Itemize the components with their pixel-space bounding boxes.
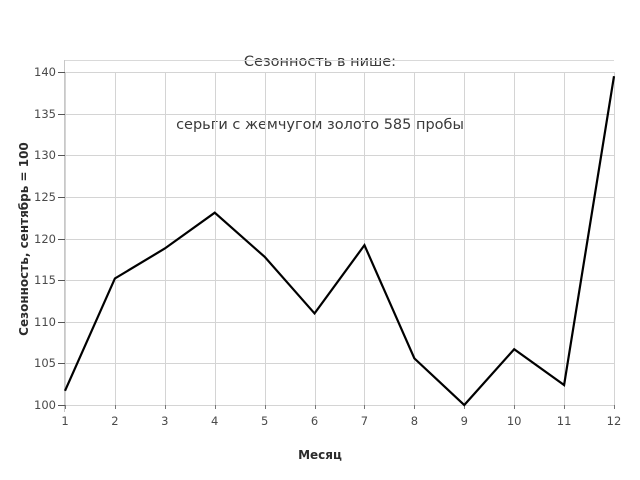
x-tick-mark bbox=[414, 405, 416, 409]
x-tick-label: 12 bbox=[606, 414, 622, 428]
plot-area bbox=[65, 72, 615, 406]
x-gridline bbox=[514, 72, 516, 405]
x-tick-label: 8 bbox=[410, 414, 419, 428]
y-tick-mark bbox=[58, 405, 65, 406]
y-axis-label: Сезонность, сентябрь = 100 bbox=[17, 142, 31, 336]
y-gridline bbox=[65, 238, 614, 240]
x-tick-label: 6 bbox=[310, 414, 319, 428]
y-tick-label: 100 bbox=[34, 398, 56, 412]
x-gridline bbox=[164, 72, 166, 405]
y-gridline bbox=[65, 405, 614, 406]
x-gridline bbox=[65, 72, 66, 405]
x-gridline bbox=[214, 72, 216, 405]
seasonality-line bbox=[63, 75, 616, 407]
y-tick-label: 120 bbox=[34, 231, 56, 246]
x-tick-label: 7 bbox=[360, 414, 369, 428]
y-tick-label: 130 bbox=[34, 148, 56, 163]
x-tick-label: 2 bbox=[111, 414, 119, 428]
x-tick-mark bbox=[514, 405, 516, 409]
x-tick-label: 5 bbox=[260, 414, 269, 428]
x-tick-mark bbox=[65, 405, 66, 409]
x-gridline bbox=[464, 72, 466, 405]
y-tick-label: 105 bbox=[34, 356, 56, 371]
chart-title-line-1: Сезонность в нише: bbox=[243, 54, 397, 70]
y-gridline bbox=[65, 113, 614, 115]
y-gridline bbox=[65, 155, 614, 157]
x-tick-mark bbox=[564, 405, 566, 409]
y-gridline bbox=[65, 72, 614, 73]
x-tick-mark bbox=[264, 405, 266, 409]
x-tick-label: 9 bbox=[460, 414, 468, 428]
y-tick-mark bbox=[58, 238, 65, 240]
x-tick-mark bbox=[364, 405, 366, 409]
y-tick-label: 125 bbox=[34, 189, 56, 204]
x-tick-label: 10 bbox=[506, 414, 522, 428]
x-axis-label: Месяц bbox=[298, 448, 342, 462]
y-tick-mark bbox=[58, 196, 65, 198]
y-gridline bbox=[65, 321, 614, 323]
y-tick-label: 110 bbox=[34, 314, 56, 329]
x-tick-label: 4 bbox=[211, 414, 219, 428]
y-tick-mark bbox=[58, 72, 65, 73]
x-tick-mark bbox=[614, 405, 615, 409]
x-tick-mark bbox=[464, 405, 466, 409]
x-tick-label: 1 bbox=[61, 414, 69, 428]
y-tick-label: 135 bbox=[34, 106, 56, 121]
y-tick-label: 115 bbox=[34, 273, 56, 288]
y-tick-label: 140 bbox=[34, 65, 56, 79]
x-tick-label: 3 bbox=[161, 414, 169, 428]
y-tick-mark bbox=[58, 280, 65, 282]
x-tick-mark bbox=[314, 405, 316, 409]
x-gridline bbox=[414, 72, 416, 405]
top-spine bbox=[65, 60, 614, 61]
y-gridline bbox=[65, 363, 614, 365]
x-gridline bbox=[614, 72, 615, 405]
y-axis-spine bbox=[64, 60, 65, 412]
x-gridline bbox=[264, 72, 266, 405]
x-tick-label: 11 bbox=[556, 414, 572, 428]
y-gridline bbox=[65, 196, 614, 198]
x-tick-mark bbox=[114, 405, 116, 409]
x-tick-mark bbox=[164, 405, 166, 409]
x-gridline bbox=[314, 72, 316, 405]
x-gridline bbox=[114, 72, 116, 405]
y-tick-mark bbox=[58, 321, 65, 323]
y-tick-mark bbox=[58, 113, 65, 115]
y-tick-mark bbox=[58, 363, 65, 365]
x-gridline bbox=[564, 72, 566, 405]
y-tick-mark bbox=[58, 155, 65, 157]
x-tick-mark bbox=[214, 405, 216, 409]
x-gridline bbox=[364, 72, 366, 405]
